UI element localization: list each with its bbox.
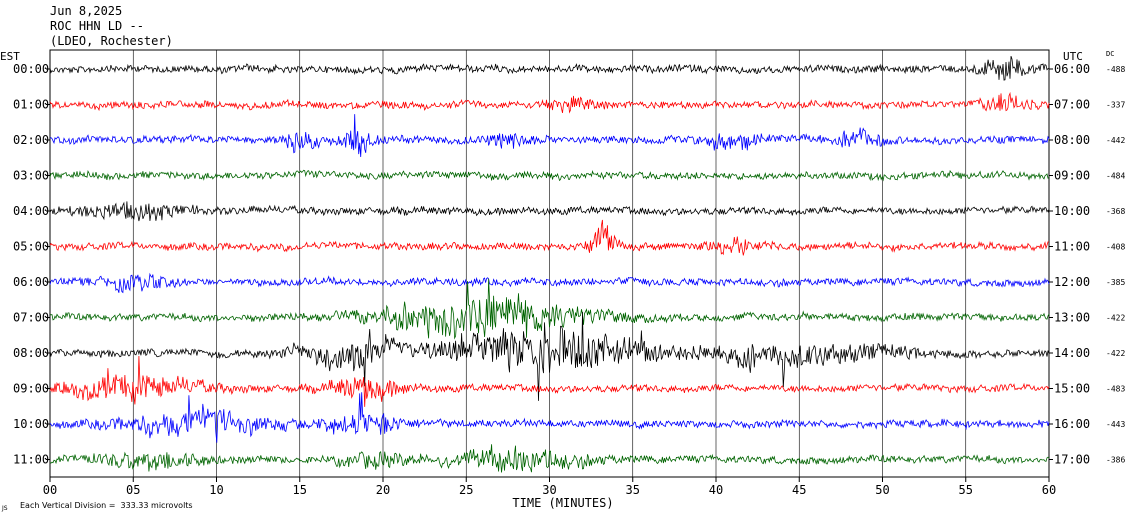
trace-group <box>49 55 1050 473</box>
utc-hour-label: 08:00 <box>1054 133 1090 147</box>
utc-hour-label: 07:00 <box>1054 98 1090 112</box>
dc-offset-value: -483 <box>1106 385 1125 394</box>
dc-offset-value: -443 <box>1106 420 1125 429</box>
dc-offset-value: -337 <box>1106 101 1125 110</box>
est-hour-label: 03:00 <box>13 169 49 183</box>
est-axis-label: EST <box>0 50 20 63</box>
x-tick-label: 40 <box>709 483 723 497</box>
header-date: Jun 8,2025 <box>50 4 123 18</box>
utc-hour-label: 10:00 <box>1054 204 1090 218</box>
trace-0700 <box>49 278 1050 340</box>
utc-hour-label: 11:00 <box>1054 240 1090 254</box>
trace-1000 <box>49 392 1050 443</box>
dc-offset-value: -442 <box>1106 136 1125 145</box>
x-tick-label: 45 <box>792 483 806 497</box>
est-hour-label: 02:00 <box>13 133 49 147</box>
utc-hour-label: 14:00 <box>1054 346 1090 360</box>
trace-0500 <box>49 219 1049 256</box>
trace-0000 <box>49 55 1050 81</box>
trace-0800 <box>49 311 1050 401</box>
trace-0900 <box>49 355 1050 407</box>
utc-hour-label: 16:00 <box>1054 417 1090 431</box>
utc-hour-label: 09:00 <box>1054 169 1090 183</box>
utc-hour-label: 12:00 <box>1054 275 1090 289</box>
est-hour-label: 00:00 <box>13 62 49 76</box>
utc-hour-label: 17:00 <box>1054 453 1090 467</box>
dc-offset-value: -422 <box>1106 349 1125 358</box>
label-group: 00 05 10 15 20 25 30 35 40 45 50 55 60 00:00 06:00 -488… <box>13 62 1125 497</box>
dc-offset-value: -422 <box>1106 314 1125 323</box>
trace-1100 <box>49 444 1050 473</box>
dc-offset-value: -368 <box>1106 207 1125 216</box>
trace-0600 <box>49 272 1050 294</box>
dc-label: DC <box>1106 50 1114 58</box>
utc-hour-label: 15:00 <box>1054 382 1090 396</box>
x-tick-label: 55 <box>959 483 973 497</box>
utc-axis-label: UTC <box>1063 50 1083 63</box>
trace-0200 <box>49 114 1050 158</box>
footer-scale-text: Each Vertical Division = 333.33 microvol… <box>20 501 193 510</box>
trace-0300 <box>49 169 1050 182</box>
x-tick-label: 10 <box>209 483 223 497</box>
x-tick-label: 60 <box>1042 483 1056 497</box>
x-tick-label: 20 <box>376 483 390 497</box>
est-hour-label: 01:00 <box>13 98 49 112</box>
footer-mark: JS <box>2 505 8 512</box>
x-tick-label: 50 <box>875 483 889 497</box>
dc-offset-value: -488 <box>1106 65 1125 74</box>
x-tick-label: 25 <box>459 483 473 497</box>
est-hour-label: 08:00 <box>13 346 49 360</box>
trace-0400 <box>49 201 1050 222</box>
est-hour-label: 09:00 <box>13 382 49 396</box>
est-hour-label: 04:00 <box>13 204 49 218</box>
trace-0100 <box>49 91 1050 114</box>
header-network: (LDEO, Rochester) <box>50 34 173 48</box>
dc-offset-value: -386 <box>1106 456 1125 465</box>
utc-hour-label: 13:00 <box>1054 311 1090 325</box>
dc-offset-value: -484 <box>1106 172 1125 181</box>
grid-lines <box>46 49 1053 482</box>
header-station: ROC HHN LD -- <box>50 19 144 33</box>
est-hour-label: 06:00 <box>13 275 49 289</box>
est-hour-label: 07:00 <box>13 311 49 325</box>
est-hour-label: 11:00 <box>13 453 49 467</box>
x-tick-label: 30 <box>542 483 556 497</box>
x-tick-label: 35 <box>626 483 640 497</box>
x-tick-label: 15 <box>293 483 307 497</box>
dc-offset-value: -408 <box>1106 243 1125 252</box>
x-tick-label: 05 <box>126 483 140 497</box>
est-hour-label: 10:00 <box>13 417 49 431</box>
dc-offset-value: -385 <box>1106 278 1125 287</box>
x-tick-label: 00 <box>43 483 57 497</box>
utc-hour-label: 06:00 <box>1054 62 1090 76</box>
est-hour-label: 05:00 <box>13 240 49 254</box>
x-axis-title: TIME (MINUTES) <box>512 496 613 510</box>
